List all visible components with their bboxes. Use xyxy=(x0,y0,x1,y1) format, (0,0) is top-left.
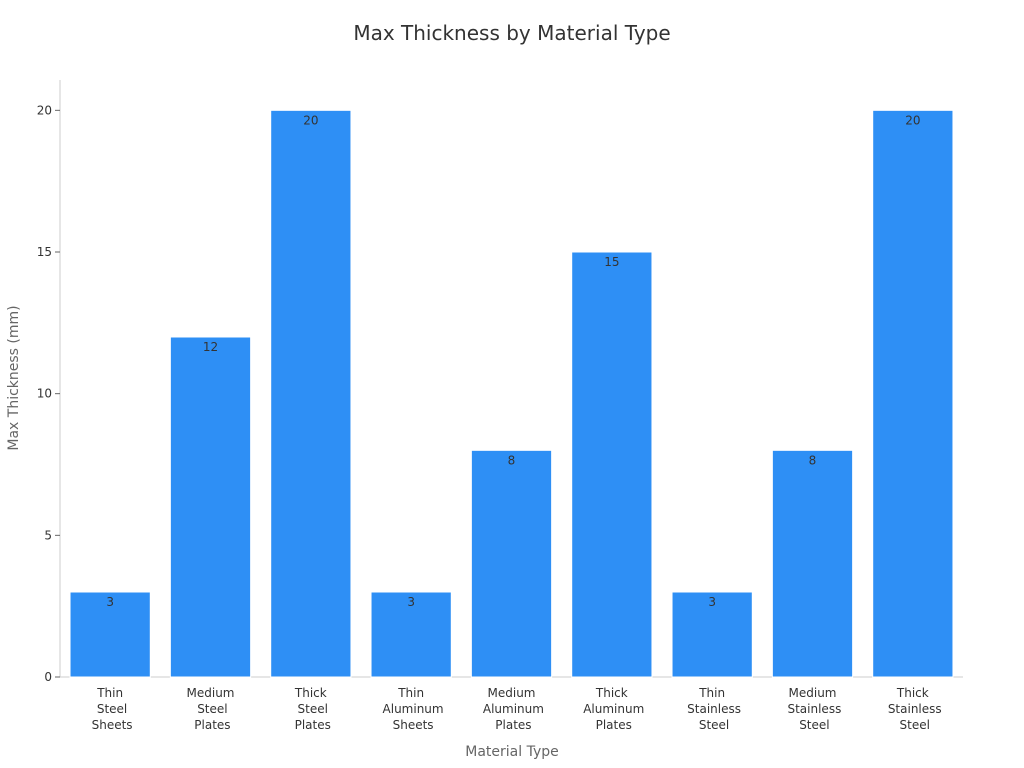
value-label: 8 xyxy=(809,453,817,467)
value-label: 12 xyxy=(203,340,218,354)
x-tick-label: Medium Stainless Steel xyxy=(784,686,842,732)
value-label: 8 xyxy=(508,453,516,467)
bar xyxy=(370,591,452,678)
value-label: 3 xyxy=(407,595,415,609)
x-tick-label: Thin Steel Sheets xyxy=(88,686,133,732)
x-tick-label: Thick Stainless Steel xyxy=(884,686,942,732)
bar xyxy=(69,591,151,678)
value-label: 15 xyxy=(604,255,619,269)
chart-title: Max Thickness by Material Type xyxy=(353,21,670,45)
bar xyxy=(470,449,553,678)
x-tick-label: Thin Aluminum Sheets xyxy=(379,686,444,732)
y-tick-label: 10 xyxy=(37,387,52,401)
y-tick-label: 15 xyxy=(37,245,52,259)
bar xyxy=(671,591,753,678)
x-tick-label: Medium Steel Plates xyxy=(187,686,235,732)
value-label: 20 xyxy=(905,113,920,127)
bar xyxy=(872,109,954,678)
x-tick-label: Medium Aluminum Plates xyxy=(479,686,544,732)
value-label: 3 xyxy=(708,595,716,609)
bar xyxy=(169,336,252,678)
y-axis-label: Max Thickness (mm) xyxy=(6,305,22,450)
bar xyxy=(571,251,653,678)
x-tick-label: Thick Steel Plates xyxy=(291,686,331,732)
y-tick-label: 5 xyxy=(44,528,52,542)
y-tick-label: 0 xyxy=(44,670,52,684)
bar xyxy=(270,109,352,678)
x-tick-label: Thin Stainless Steel xyxy=(683,686,741,732)
value-label: 20 xyxy=(303,113,318,127)
y-tick-label: 20 xyxy=(37,103,52,117)
value-label: 3 xyxy=(106,595,114,609)
bar xyxy=(771,449,854,678)
x-axis-label: Material Type xyxy=(465,744,558,760)
x-tick-label: Thick Aluminum Plates xyxy=(579,686,644,732)
